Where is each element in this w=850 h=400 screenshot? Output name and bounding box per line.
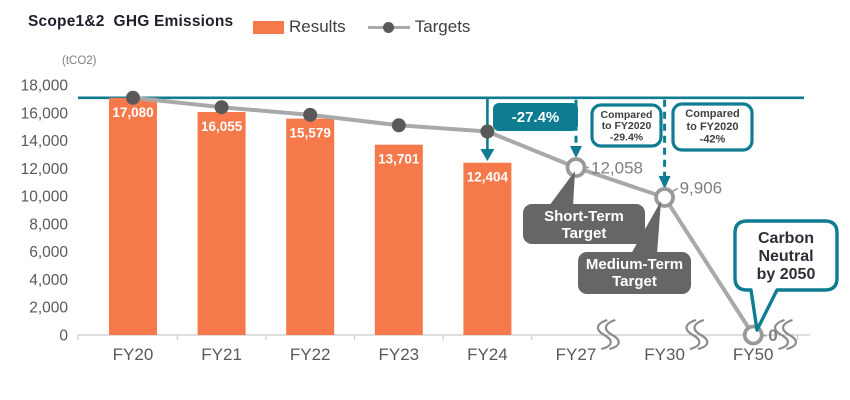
short-term-target-callout-label: Target bbox=[562, 225, 607, 242]
axis-break-icon bbox=[685, 318, 701, 351]
compared-fy2020-box-fy27 bbox=[590, 103, 663, 148]
target-dot-fy20 bbox=[126, 90, 140, 105]
x-tick-label-fy23: FY23 bbox=[378, 345, 419, 364]
legend-item-results: Results bbox=[253, 17, 346, 37]
chart-title: Scope1&2 GHG Emissions bbox=[28, 13, 234, 30]
compared-fy2020-box-fy30-label: -42% bbox=[700, 134, 726, 146]
y-tick-label: 6,000 bbox=[29, 244, 68, 261]
carbon-neutral-label: Neutral bbox=[758, 248, 813, 265]
bar-fy21 bbox=[197, 112, 246, 335]
legend-targets-label: Targets bbox=[414, 17, 471, 36]
target-value-fy50: 0 bbox=[768, 326, 777, 345]
y-tick-label: 10,000 bbox=[21, 189, 69, 206]
x-tick-label-fy22: FY22 bbox=[290, 345, 331, 364]
x-tick-label-fy50: FY50 bbox=[733, 345, 774, 364]
medium-term-target-callout-label: Target bbox=[612, 273, 657, 290]
x-tick-label-fy30: FY30 bbox=[644, 345, 685, 364]
target-marker-fy27 bbox=[565, 157, 587, 178]
x-tick-label-fy21: FY21 bbox=[201, 345, 242, 364]
y-tick-label: 4,000 bbox=[29, 272, 68, 289]
bar-value-label: 16,055 bbox=[201, 119, 243, 134]
legend-results-label: Results bbox=[289, 17, 346, 36]
y-tick-label: 0 bbox=[59, 328, 68, 345]
y-tick-label: 8,000 bbox=[29, 216, 68, 233]
compared-fy2020-box-fy27-label: to FY2020 bbox=[602, 120, 652, 132]
medium-term-target-callout bbox=[578, 252, 691, 294]
label-connector bbox=[762, 334, 767, 337]
y-axis-unit-label: (tCO2) bbox=[62, 55, 97, 67]
target-dot-fy21 bbox=[214, 100, 229, 115]
target-value-fy30: 9,906 bbox=[680, 178, 723, 197]
bar-fy24 bbox=[463, 162, 512, 335]
bar-value-label: 13,701 bbox=[378, 152, 420, 167]
carbon-neutral-label: Carbon bbox=[758, 230, 814, 247]
axis-break-icon bbox=[782, 318, 797, 351]
target-value-fy27: 12,058 bbox=[591, 159, 643, 178]
short-term-target-callout-label: Short-Term bbox=[544, 208, 624, 225]
axis-break-icon bbox=[774, 318, 789, 351]
compared-fy2020-box-fy30-label: to FY2020 bbox=[687, 121, 739, 133]
drop-pct-box bbox=[493, 103, 578, 131]
short-term-target-callout bbox=[523, 204, 645, 244]
targets-swatch-icon bbox=[367, 21, 410, 34]
axis-break-icon bbox=[596, 318, 612, 351]
compared-fy2020-box-fy30 bbox=[671, 102, 754, 152]
medium-term-target-callout-tail bbox=[631, 201, 661, 254]
x-tick-label-fy20: FY20 bbox=[113, 345, 154, 364]
chart-legend: Results Targets bbox=[253, 17, 486, 37]
bar-fy23 bbox=[374, 144, 423, 335]
dashed-arrowhead-icon bbox=[570, 146, 582, 158]
label-connector bbox=[670, 187, 678, 194]
short-term-target-callout-tail bbox=[549, 171, 575, 206]
carbon-neutral-label: by 2050 bbox=[757, 266, 816, 283]
y-tick-label: 16,000 bbox=[21, 105, 69, 122]
axis-break-icon bbox=[604, 318, 620, 351]
compared-fy2020-box-fy27-label: Compared bbox=[601, 109, 653, 121]
bar-value-label: 15,579 bbox=[290, 126, 331, 141]
drop-arrowhead-icon bbox=[480, 149, 495, 161]
x-tick-label-fy24: FY24 bbox=[467, 345, 508, 364]
drop-pct-label: -27.4% bbox=[512, 109, 560, 126]
bar-fy20 bbox=[109, 97, 157, 336]
y-tick-label: 14,000 bbox=[21, 133, 69, 150]
y-tick-label: 2,000 bbox=[29, 300, 68, 317]
y-tick-label: 18,000 bbox=[21, 78, 69, 95]
y-tick-label: 12,000 bbox=[21, 161, 69, 178]
results-swatch-icon bbox=[253, 20, 284, 34]
target-dot-fy22 bbox=[303, 107, 318, 122]
compared-fy2020-box-fy27-label: -29.4% bbox=[610, 131, 644, 143]
target-dot-fy23 bbox=[391, 118, 406, 133]
axis-break-icon bbox=[693, 318, 709, 351]
bar-value-label: 17,080 bbox=[112, 105, 153, 120]
x-tick-label-fy27: FY27 bbox=[556, 345, 597, 364]
bar-value-label: 12,404 bbox=[467, 170, 509, 185]
dashed-arrowhead-icon bbox=[658, 176, 671, 189]
target-marker-fy30 bbox=[654, 187, 675, 208]
compared-fy2020-box-fy30-label: Compared bbox=[685, 108, 739, 120]
bar-fy22 bbox=[286, 118, 335, 335]
target-dot-fy24 bbox=[480, 124, 495, 139]
medium-term-target-callout-label: Medium-Term bbox=[586, 256, 683, 273]
legend-item-targets: Targets bbox=[367, 17, 471, 37]
targets-line bbox=[131, 95, 756, 337]
carbon-neutral-bubble bbox=[733, 219, 839, 332]
